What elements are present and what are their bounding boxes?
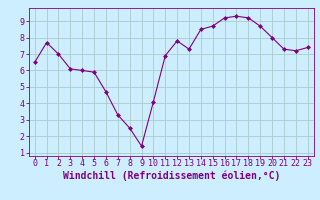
X-axis label: Windchill (Refroidissement éolien,°C): Windchill (Refroidissement éolien,°C) [62, 171, 280, 181]
